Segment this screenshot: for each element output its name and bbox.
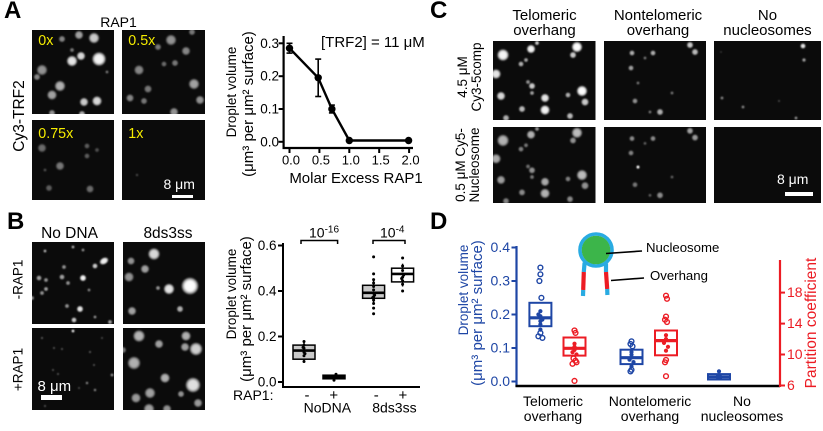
svg-text:Molar Excess RAP1: Molar Excess RAP1 <box>289 170 422 187</box>
svg-text:RAP1:: RAP1: <box>233 387 273 403</box>
svg-text:0.2: 0.2 <box>258 329 277 344</box>
svg-text:6: 6 <box>787 377 795 393</box>
svg-text:14: 14 <box>787 315 803 331</box>
svg-text:Telomeric: Telomeric <box>523 393 583 409</box>
svg-text:0.6: 0.6 <box>258 238 277 253</box>
svg-text:0.2: 0.2 <box>491 306 511 322</box>
svg-text:0.0: 0.0 <box>260 134 279 149</box>
svg-text:0.3: 0.3 <box>491 273 511 289</box>
svg-text:0.3: 0.3 <box>260 36 279 51</box>
svg-text:0.1: 0.1 <box>491 340 511 356</box>
svg-text:8ds3ss: 8ds3ss <box>372 400 416 416</box>
svg-text:+: + <box>399 387 408 404</box>
svg-text:nucleosomes: nucleosomes <box>701 408 784 424</box>
svg-text:Nontelomeric: Nontelomeric <box>609 393 691 409</box>
svg-text:Overhang: Overhang <box>650 268 708 283</box>
svg-text:0.0: 0.0 <box>491 373 511 389</box>
svg-text:overhang: overhang <box>621 408 679 424</box>
svg-text:10-4: 10-4 <box>380 225 405 241</box>
svg-text:No: No <box>733 393 751 409</box>
svg-text:Nucleosome: Nucleosome <box>646 240 719 255</box>
svg-text:0.4: 0.4 <box>258 284 277 299</box>
svg-text:2.0: 2.0 <box>402 153 420 168</box>
svg-text:-: - <box>374 387 379 404</box>
svg-text:overhang: overhang <box>524 408 582 424</box>
svg-text:NoDNA: NoDNA <box>304 400 352 416</box>
svg-text:0.5: 0.5 <box>312 153 330 168</box>
svg-text:1.0: 1.0 <box>342 153 360 168</box>
svg-text:0.0: 0.0 <box>258 375 277 390</box>
svg-text:0.2: 0.2 <box>260 69 279 84</box>
svg-text:0.0: 0.0 <box>282 153 300 168</box>
svg-text:10-16: 10-16 <box>309 225 339 241</box>
svg-text:0.4: 0.4 <box>491 239 511 255</box>
svg-text:18: 18 <box>787 284 803 300</box>
svg-text:+: + <box>329 387 338 404</box>
svg-text:0.1: 0.1 <box>260 102 279 117</box>
svg-text:1.5: 1.5 <box>372 153 390 168</box>
svg-text:[TRF2] = 11 μM: [TRF2] = 11 μM <box>321 34 425 51</box>
svg-text:-: - <box>305 387 310 404</box>
svg-text:10: 10 <box>787 346 803 362</box>
